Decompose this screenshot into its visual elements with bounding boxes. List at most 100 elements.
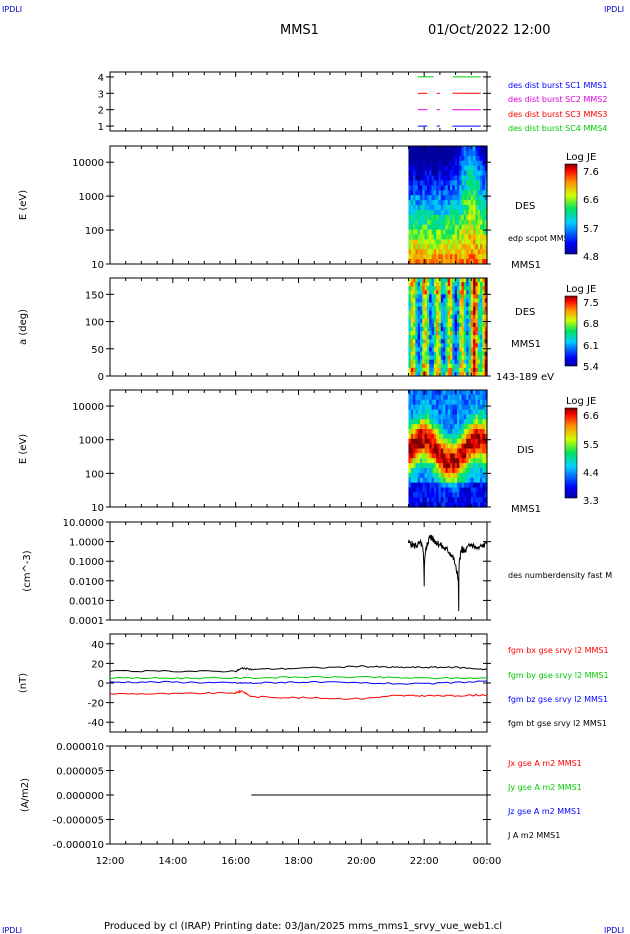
heatmap-cell bbox=[477, 419, 481, 425]
heatmap-cell bbox=[466, 472, 470, 479]
heatmap-cell bbox=[484, 314, 488, 320]
heatmap-cell bbox=[436, 180, 440, 186]
heatmap-cell bbox=[429, 367, 433, 373]
heatmap-cell bbox=[470, 209, 474, 216]
heatmap-cell bbox=[445, 318, 449, 324]
heatmap-cell bbox=[480, 424, 483, 430]
heatmap-cell bbox=[468, 502, 472, 508]
heatmap-cell bbox=[452, 424, 456, 430]
heatmap-cell bbox=[447, 448, 451, 454]
heatmap-cell bbox=[436, 209, 440, 216]
heatmap-cell bbox=[436, 497, 440, 503]
heatmap-cell bbox=[413, 453, 416, 459]
heatmap-cell bbox=[429, 180, 433, 186]
heatmap-cell bbox=[443, 239, 447, 245]
heatmap-cell bbox=[473, 165, 477, 172]
heatmap-cell bbox=[445, 399, 449, 406]
heatmap-cell bbox=[426, 219, 430, 226]
heatmap-cell bbox=[440, 180, 444, 186]
heatmap-cell bbox=[408, 463, 412, 469]
heatmap-cell bbox=[413, 224, 416, 231]
heatmap-cell bbox=[450, 363, 453, 369]
heatmap-cell bbox=[450, 234, 453, 241]
heatmap-cell bbox=[447, 160, 451, 167]
heatmap-cell bbox=[452, 254, 456, 260]
heatmap-cell bbox=[456, 185, 460, 191]
dis-energy-colorbar bbox=[564, 407, 578, 499]
heatmap-cell bbox=[420, 359, 423, 365]
heatmap-cell bbox=[413, 298, 416, 304]
heatmap-cell bbox=[413, 290, 416, 295]
heatmap-cell bbox=[429, 404, 433, 411]
heatmap-cell bbox=[461, 409, 465, 415]
heatmap-cell bbox=[482, 249, 486, 255]
heatmap-cell bbox=[452, 165, 456, 172]
heatmap-cell bbox=[415, 343, 419, 349]
heatmap-cell bbox=[461, 209, 465, 216]
heatmap-cell bbox=[447, 205, 451, 211]
heatmap-cell bbox=[480, 150, 483, 157]
heatmap-cell bbox=[431, 394, 435, 401]
heatmap-cell bbox=[450, 433, 453, 440]
heatmap-cell bbox=[445, 146, 449, 152]
heatmap-cell bbox=[413, 347, 416, 353]
heatmap-cell bbox=[431, 327, 435, 332]
heatmap-cell bbox=[470, 414, 474, 420]
heatmap-cell bbox=[431, 322, 435, 328]
heatmap-cell bbox=[410, 404, 414, 411]
heatmap-cell bbox=[420, 492, 423, 498]
heatmap-cell bbox=[417, 160, 421, 167]
ytick-label: 0 bbox=[98, 679, 104, 690]
heatmap-cell bbox=[417, 150, 421, 157]
heatmap-cell bbox=[410, 438, 414, 445]
heatmap-cell bbox=[445, 314, 449, 320]
heatmap-cell bbox=[420, 244, 423, 250]
heatmap-cell bbox=[475, 390, 479, 396]
heatmap-cell bbox=[408, 234, 412, 241]
heatmap-cell bbox=[454, 390, 458, 396]
heatmap-cell bbox=[477, 219, 481, 226]
heatmap-cell bbox=[450, 165, 453, 172]
heatmap-cell bbox=[482, 453, 486, 459]
heatmap-cell bbox=[438, 254, 442, 260]
heatmap-cell bbox=[484, 224, 488, 231]
heatmap-cell bbox=[468, 414, 472, 420]
heatmap-cell bbox=[436, 458, 440, 464]
heatmap-cell bbox=[420, 286, 423, 291]
heatmap-cell bbox=[445, 214, 449, 221]
heatmap-cell bbox=[413, 443, 416, 450]
heatmap-cell bbox=[420, 433, 423, 440]
heatmap-cell bbox=[426, 155, 430, 162]
heatmap-cell bbox=[429, 424, 433, 430]
heatmap-cell bbox=[468, 195, 472, 201]
heatmap-cell bbox=[473, 209, 477, 216]
heatmap-cell bbox=[431, 363, 435, 369]
heatmap-cell bbox=[426, 234, 430, 241]
heatmap-cell bbox=[410, 209, 414, 216]
heatmap-cell bbox=[440, 190, 444, 196]
heatmap-cell bbox=[480, 314, 483, 320]
heatmap-cell bbox=[413, 472, 416, 479]
heatmap-cell bbox=[463, 355, 467, 361]
heatmap-cell bbox=[468, 390, 472, 396]
ytick-label: 1000 bbox=[79, 436, 104, 447]
heatmap-cell bbox=[424, 214, 428, 221]
heatmap-cell bbox=[426, 306, 430, 312]
heatmap-cell bbox=[484, 359, 488, 365]
heatmap-cell bbox=[468, 363, 472, 369]
heatmap-cell bbox=[470, 282, 474, 287]
heatmap-cell bbox=[482, 463, 486, 469]
heatmap-cell bbox=[456, 424, 460, 430]
heatmap-cell bbox=[470, 347, 474, 353]
heatmap-cell bbox=[438, 424, 442, 430]
heatmap-cell bbox=[415, 477, 419, 484]
ytick-label: 10000 bbox=[72, 402, 104, 413]
heatmap-cell bbox=[466, 419, 470, 425]
burst-legend-sc4: des dist burst SC4 MMS4 bbox=[508, 124, 607, 133]
current-legend-jx: Jx gse A m2 MMS1 bbox=[507, 759, 582, 768]
heatmap-cell bbox=[420, 443, 423, 450]
heatmap-cell bbox=[429, 327, 433, 332]
heatmap-cell bbox=[463, 414, 467, 420]
heatmap-cell bbox=[417, 185, 421, 191]
heatmap-cell bbox=[450, 195, 453, 201]
